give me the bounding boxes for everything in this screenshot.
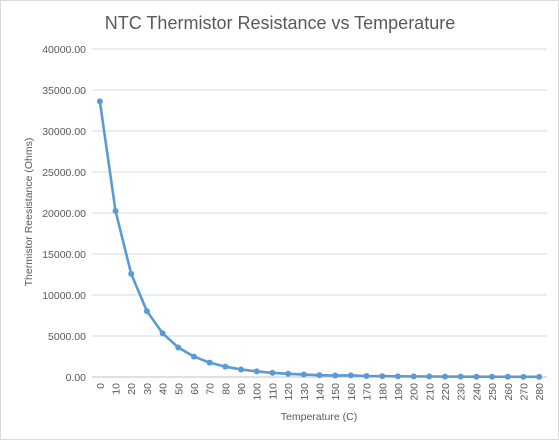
data-point	[222, 363, 229, 370]
x-tick-label: 280	[534, 383, 546, 401]
data-point	[206, 359, 213, 366]
gridlines	[92, 48, 547, 378]
x-tick-label: 110	[267, 383, 279, 400]
y-tick-label: 15000.00	[42, 249, 86, 261]
data-point	[175, 344, 182, 351]
x-tick-label: 130	[299, 383, 311, 401]
x-tick-label: 30	[142, 383, 154, 395]
x-tick-label: 170	[362, 383, 374, 401]
x-tick-label: 270	[518, 383, 530, 401]
x-tick-label: 230	[456, 383, 468, 401]
data-point	[253, 368, 260, 375]
x-tick-label: 60	[189, 383, 201, 395]
x-axis-tick-labels: 0 10 20 30 40 50 60 70 80 90 100 110 120 130 140 150 160…	[95, 383, 546, 401]
chart-title: NTC Thermistor Resistance vs Temperature	[105, 13, 455, 33]
data-point	[159, 330, 166, 337]
y-tick-label: 25000.00	[42, 167, 86, 179]
data-point	[410, 373, 417, 380]
x-tick-label: 240	[471, 383, 483, 401]
data-point	[238, 366, 245, 373]
y-tick-label: 10000.00	[42, 290, 86, 302]
x-tick-label: 200	[409, 383, 421, 401]
x-axis-label: Temperature (C)	[281, 411, 357, 423]
y-axis-label: Thermistor Reesistance (Ohms)	[23, 138, 35, 287]
data-point	[112, 207, 119, 214]
x-tick-label: 40	[158, 383, 170, 395]
x-tick-label: 150	[330, 383, 342, 401]
x-tick-label: 210	[424, 383, 436, 401]
data-point	[269, 369, 276, 376]
data-point	[347, 372, 354, 379]
data-point	[442, 373, 449, 380]
x-tick-label: 80	[220, 383, 232, 395]
y-axis-tick-labels: 0.00 5000.00 10000.00 15000.00 20000.00 25000…	[42, 44, 86, 384]
y-tick-label: 0.00	[66, 372, 87, 384]
x-tick-label: 260	[503, 383, 515, 401]
data-point	[457, 373, 464, 380]
x-tick-label: 190	[393, 383, 405, 401]
data-point	[489, 373, 496, 380]
x-tick-label: 140	[315, 383, 327, 401]
x-tick-label: 20	[126, 383, 138, 395]
x-tick-label: 120	[283, 383, 295, 401]
x-tick-label: 160	[346, 383, 358, 401]
y-tick-label: 35000.00	[42, 85, 86, 97]
data-point	[394, 373, 401, 380]
data-point	[128, 270, 135, 277]
x-tick-label: 250	[487, 383, 499, 401]
x-tick-label: 70	[205, 383, 217, 395]
data-point	[190, 353, 197, 360]
data-point	[96, 98, 103, 105]
data-point	[426, 373, 433, 380]
x-tick-label: 220	[440, 383, 452, 401]
y-tick-label: 20000.00	[42, 208, 86, 220]
x-tick-label: 180	[377, 383, 389, 401]
x-tick-label: 10	[111, 383, 123, 395]
data-point	[332, 372, 339, 379]
data-point	[473, 373, 480, 380]
data-point	[143, 308, 150, 315]
y-tick-label: 30000.00	[42, 126, 86, 138]
data-point	[520, 373, 527, 380]
data-point	[536, 373, 543, 380]
y-tick-label: 40000.00	[42, 44, 86, 56]
x-tick-label: 50	[173, 383, 185, 395]
data-point	[285, 370, 292, 377]
x-tick-label: 0	[95, 383, 107, 389]
data-point	[379, 373, 386, 380]
x-tick-label: 90	[236, 383, 248, 395]
series-layer	[96, 98, 543, 380]
data-point	[300, 371, 307, 378]
data-point	[363, 373, 370, 380]
y-tick-label: 5000.00	[48, 331, 86, 343]
data-point	[504, 373, 511, 380]
x-tick-label: 100	[252, 383, 264, 401]
data-point	[316, 372, 323, 379]
